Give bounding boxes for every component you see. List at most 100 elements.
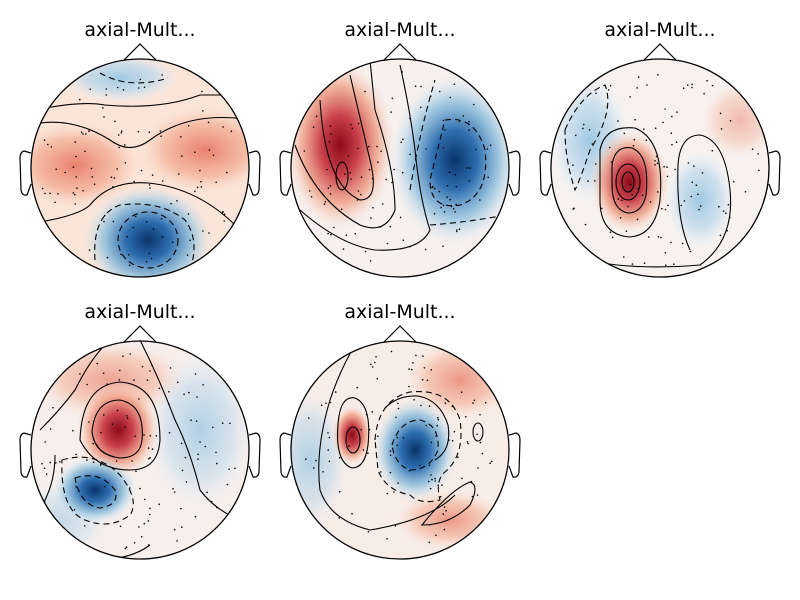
sensor-dot xyxy=(654,160,656,162)
sensor-dot xyxy=(371,366,374,368)
sensor-dot xyxy=(627,205,629,208)
sensor-dot xyxy=(84,525,86,527)
sensor-dot xyxy=(75,485,77,488)
sensor-dot xyxy=(430,441,433,444)
sensor-dot xyxy=(49,428,52,430)
sensor-dot xyxy=(421,378,424,381)
sensor-dot xyxy=(595,163,597,165)
sensor-dot xyxy=(390,111,392,113)
sensor-dot xyxy=(345,234,348,236)
sensor-dot xyxy=(369,260,372,262)
sensor-dot xyxy=(128,254,130,256)
sensor-dot xyxy=(80,131,83,133)
sensor-dot xyxy=(695,184,698,186)
sensor-dot xyxy=(438,90,441,93)
sensor-dot xyxy=(112,220,115,223)
sensor-dot xyxy=(397,482,399,484)
sensor-dot xyxy=(134,215,137,218)
sensor-dot xyxy=(343,173,346,175)
sensor-dot xyxy=(402,138,404,140)
sensor-dot xyxy=(364,90,366,93)
sensor-dot xyxy=(711,84,714,87)
sensor-dot xyxy=(623,132,626,135)
sensor-dot xyxy=(621,199,623,202)
panel-title: axial-Mult... xyxy=(604,19,715,41)
sensor-dot xyxy=(113,177,116,179)
sensor-dot xyxy=(733,181,735,183)
sensor-dot xyxy=(103,116,105,118)
head-ear-left xyxy=(19,150,32,196)
sensor-dot xyxy=(699,205,702,207)
sensor-dot xyxy=(50,146,53,148)
sensor-dot xyxy=(106,383,108,385)
sensor-dot xyxy=(609,231,612,233)
sensor-dot xyxy=(479,199,481,201)
sensor-dot xyxy=(88,130,90,133)
head-ear-right xyxy=(248,150,261,196)
sensor-dot xyxy=(473,103,475,106)
sensor-dot xyxy=(323,203,326,205)
sensor-dot xyxy=(372,207,374,209)
sensor-dot xyxy=(124,162,127,164)
sensor-dot xyxy=(194,515,197,518)
sensor-dot xyxy=(151,448,154,450)
head-ear-right xyxy=(508,150,521,196)
sensor-dot xyxy=(360,193,362,196)
head-ear-right xyxy=(508,432,521,478)
sensor-dots xyxy=(41,71,760,550)
sensor-dot xyxy=(420,106,422,109)
sensor-dot xyxy=(327,232,329,235)
sensor-dot xyxy=(656,162,659,165)
sensor-dot xyxy=(436,424,439,427)
sensor-dot xyxy=(396,436,399,439)
panel-title: axial-Mult... xyxy=(344,19,455,41)
sensor-dot xyxy=(41,462,43,465)
sensor-dot xyxy=(408,385,410,388)
sensor-dot xyxy=(357,147,359,150)
sensor-dot xyxy=(414,85,417,87)
sensor-dot xyxy=(202,110,204,112)
sensor-dot xyxy=(327,154,330,157)
sensor-dot xyxy=(671,115,673,118)
sensor-dot xyxy=(168,391,170,393)
panel-title: axial-Mult... xyxy=(84,19,195,41)
sensor-dot xyxy=(86,459,88,461)
sensor-dot xyxy=(124,144,126,146)
sensor-dot xyxy=(230,130,233,132)
sensor-dot xyxy=(368,145,370,148)
sensor-dot xyxy=(634,118,636,121)
sensor-dot xyxy=(105,88,108,90)
sensor-dot xyxy=(328,460,331,463)
sensor-dot xyxy=(450,205,453,208)
sensor-dot xyxy=(148,184,151,186)
sensor-dot xyxy=(476,433,478,436)
sensor-dot xyxy=(324,200,327,203)
sensor-dot xyxy=(222,126,224,128)
sensor-dot xyxy=(138,526,140,528)
sensor-dot xyxy=(90,167,93,170)
sensor-dot xyxy=(52,406,54,409)
sensor-dot xyxy=(591,143,594,145)
sensor-dot xyxy=(342,248,345,250)
sensor-dot xyxy=(160,218,163,220)
sensor-dot xyxy=(631,193,633,196)
sensor-dot xyxy=(128,487,131,489)
sensor-dot xyxy=(751,148,754,150)
sensor-dot xyxy=(438,190,441,193)
head-nose xyxy=(643,43,677,61)
sensor-dot xyxy=(148,252,151,255)
sensor-dot xyxy=(476,494,479,496)
sensor-dot xyxy=(139,78,142,81)
sensor-dot xyxy=(173,491,176,493)
topography-field xyxy=(31,341,249,559)
sensor-dot xyxy=(92,442,94,445)
sensor-dot xyxy=(643,128,645,130)
sensor-dot xyxy=(202,384,204,386)
sensor-dot xyxy=(371,177,374,180)
sensor-dot xyxy=(43,467,46,470)
sensor-dot xyxy=(116,86,119,89)
sensor-dot xyxy=(654,127,657,129)
sensor-dot xyxy=(103,214,106,217)
sensor-dot xyxy=(662,121,664,124)
head-ear-left xyxy=(279,432,292,478)
